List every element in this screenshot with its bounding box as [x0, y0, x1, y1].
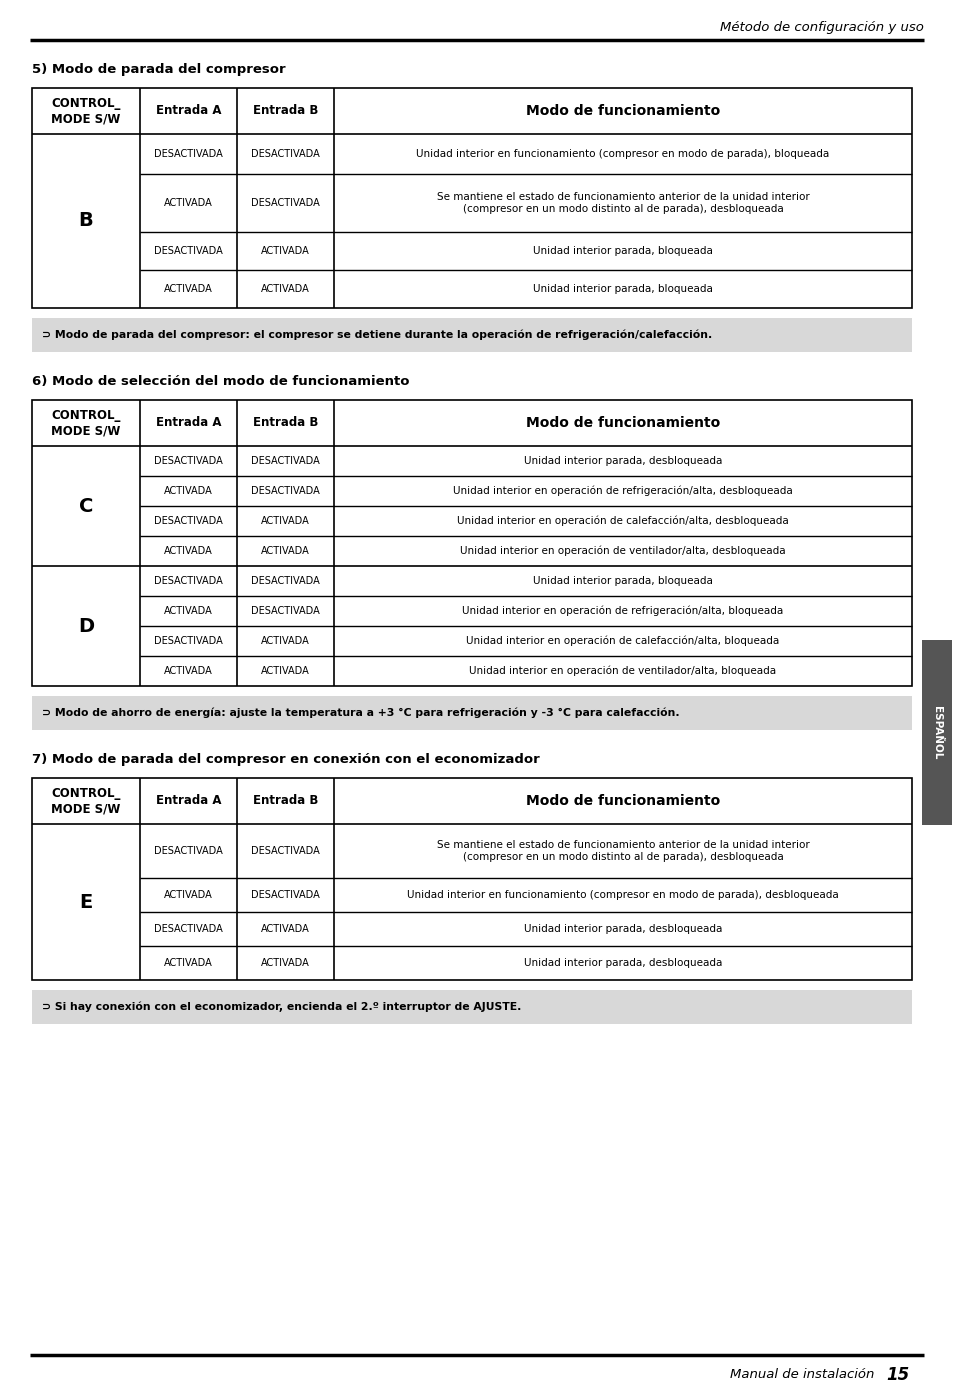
Bar [32, 88, 911, 308]
Text: ACTIVADA: ACTIVADA [261, 517, 310, 526]
Text: Modo de funcionamiento: Modo de funcionamiento [525, 794, 720, 808]
Text: ACTIVADA: ACTIVADA [164, 666, 213, 676]
Text: CONTROL_
MODE S/W: CONTROL_ MODE S/W [51, 97, 121, 125]
Bar [32, 778, 911, 980]
Text: Unidad interior en funcionamiento (compresor en modo de parada), desbloqueada: Unidad interior en funcionamiento (compr… [407, 890, 838, 900]
Text: ⊃ Modo de ahorro de energía: ajuste la temperatura a +3 °C para refrigeración y : ⊃ Modo de ahorro de energía: ajuste la t… [42, 708, 679, 718]
Text: ACTIVADA: ACTIVADA [261, 958, 310, 967]
Text: DESACTIVADA: DESACTIVADA [251, 846, 319, 855]
Text: Se mantiene el estado de funcionamiento anterior de la unidad interior
(compreso: Se mantiene el estado de funcionamiento … [436, 192, 808, 214]
Text: Unidad interior parada, desbloqueada: Unidad interior parada, desbloqueada [523, 456, 721, 466]
Text: C: C [79, 497, 93, 515]
Text: Método de configuración y uso: Método de configuración y uso [720, 21, 923, 35]
Text: Modo de funcionamiento: Modo de funcionamiento [525, 104, 720, 118]
Text: Unidad interior parada, bloqueada: Unidad interior parada, bloqueada [533, 575, 712, 587]
Text: Unidad interior en operación de ventilador/alta, desbloqueada: Unidad interior en operación de ventilad… [459, 546, 785, 556]
Text: Entrada A: Entrada A [155, 105, 221, 118]
Text: ⊃ Si hay conexión con el economizador, encienda el 2.º interruptor de AJUSTE.: ⊃ Si hay conexión con el economizador, e… [42, 1002, 521, 1012]
Text: ACTIVADA: ACTIVADA [164, 284, 213, 294]
Text: B: B [78, 211, 93, 231]
Text: ACTIVADA: ACTIVADA [164, 197, 213, 209]
Text: DESACTIVADA: DESACTIVADA [251, 148, 319, 160]
Text: Unidad interior en funcionamiento (compresor en modo de parada), bloqueada: Unidad interior en funcionamiento (compr… [416, 148, 829, 160]
Text: ACTIVADA: ACTIVADA [164, 958, 213, 967]
Text: ACTIVADA: ACTIVADA [261, 546, 310, 556]
Text: DESACTIVADA: DESACTIVADA [251, 890, 319, 900]
Text: Unidad interior parada, desbloqueada: Unidad interior parada, desbloqueada [523, 924, 721, 934]
Text: DESACTIVADA: DESACTIVADA [154, 517, 223, 526]
Text: DESACTIVADA: DESACTIVADA [154, 924, 223, 934]
Text: 6) Modo de selección del modo de funcionamiento: 6) Modo de selección del modo de funcion… [32, 375, 409, 388]
Text: ACTIVADA: ACTIVADA [164, 890, 213, 900]
Text: Entrada B: Entrada B [253, 105, 318, 118]
Text: DESACTIVADA: DESACTIVADA [251, 486, 319, 496]
Text: ACTIVADA: ACTIVADA [261, 284, 310, 294]
Text: DESACTIVADA: DESACTIVADA [154, 575, 223, 587]
Text: ACTIVADA: ACTIVADA [164, 546, 213, 556]
Text: Entrada B: Entrada B [253, 795, 318, 808]
Text: Unidad interior en operación de calefacción/alta, bloqueada: Unidad interior en operación de calefacc… [466, 636, 779, 647]
Text: Unidad interior en operación de calefacción/alta, desbloqueada: Unidad interior en operación de calefacc… [456, 515, 788, 526]
Text: CONTROL_
MODE S/W: CONTROL_ MODE S/W [51, 409, 121, 437]
Text: ACTIVADA: ACTIVADA [261, 666, 310, 676]
Text: Entrada A: Entrada A [155, 795, 221, 808]
Text: Unidad interior en operación de refrigeración/alta, desbloqueada: Unidad interior en operación de refriger… [453, 486, 792, 496]
Text: E: E [79, 893, 92, 911]
Text: 5) Modo de parada del compresor: 5) Modo de parada del compresor [32, 63, 285, 77]
Text: DESACTIVADA: DESACTIVADA [251, 197, 319, 209]
Bar [32, 318, 911, 351]
Text: DESACTIVADA: DESACTIVADA [154, 846, 223, 855]
Text: DESACTIVADA: DESACTIVADA [154, 636, 223, 645]
Text: ACTIVADA: ACTIVADA [261, 924, 310, 934]
Text: ACTIVADA: ACTIVADA [261, 246, 310, 256]
Bar [32, 696, 911, 729]
Text: 7) Modo de parada del compresor en conexión con el economizador: 7) Modo de parada del compresor en conex… [32, 753, 539, 767]
Text: ACTIVADA: ACTIVADA [164, 486, 213, 496]
Text: DESACTIVADA: DESACTIVADA [251, 456, 319, 466]
Text: Unidad interior en operación de refrigeración/alta, bloqueada: Unidad interior en operación de refriger… [462, 606, 782, 616]
Text: Unidad interior parada, bloqueada: Unidad interior parada, bloqueada [533, 246, 712, 256]
Text: ESPAÑOL: ESPAÑOL [931, 706, 941, 759]
Text: D: D [78, 616, 94, 636]
Text: DESACTIVADA: DESACTIVADA [154, 246, 223, 256]
Bar [32, 400, 911, 686]
Bar [32, 990, 911, 1023]
Text: 15: 15 [885, 1366, 908, 1385]
Text: Entrada B: Entrada B [253, 417, 318, 430]
Text: Se mantiene el estado de funcionamiento anterior de la unidad interior
(compreso: Se mantiene el estado de funcionamiento … [436, 840, 808, 862]
Text: Unidad interior en operación de ventilador/alta, bloqueada: Unidad interior en operación de ventilad… [469, 666, 776, 676]
Text: DESACTIVADA: DESACTIVADA [154, 148, 223, 160]
Text: Manual de instalación: Manual de instalación [729, 1369, 882, 1382]
Text: ACTIVADA: ACTIVADA [261, 636, 310, 645]
Text: DESACTIVADA: DESACTIVADA [154, 456, 223, 466]
Text: Modo de funcionamiento: Modo de funcionamiento [525, 416, 720, 430]
Text: Unidad interior parada, bloqueada: Unidad interior parada, bloqueada [533, 284, 712, 294]
Text: CONTROL_
MODE S/W: CONTROL_ MODE S/W [51, 787, 121, 815]
Text: DESACTIVADA: DESACTIVADA [251, 606, 319, 616]
Text: Entrada A: Entrada A [155, 417, 221, 430]
Text: ⊃ Modo de parada del compresor: el compresor se detiene durante la operación de : ⊃ Modo de parada del compresor: el compr… [42, 330, 712, 340]
Text: Unidad interior parada, desbloqueada: Unidad interior parada, desbloqueada [523, 958, 721, 967]
Bar [921, 640, 951, 825]
Text: ACTIVADA: ACTIVADA [164, 606, 213, 616]
Text: DESACTIVADA: DESACTIVADA [251, 575, 319, 587]
